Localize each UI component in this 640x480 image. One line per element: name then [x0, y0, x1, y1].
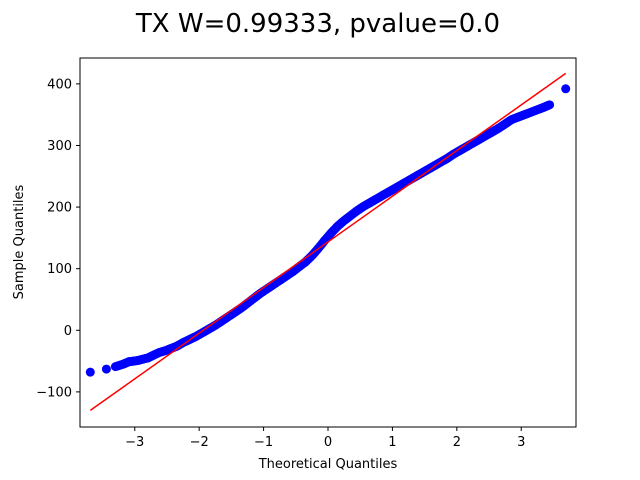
data-point: [545, 100, 555, 110]
x-tick-label: −1: [254, 435, 273, 450]
x-tick-label: 1: [388, 435, 396, 450]
reference-line-group: [89, 72, 567, 411]
data-point: [85, 367, 95, 377]
x-tick-label: −3: [125, 435, 144, 450]
y-axis: −100 0 100 200 300 400: [36, 77, 80, 400]
x-axis: −3 −2 −1 0 1 2 3: [125, 427, 525, 450]
chart-title: TX W=0.99333, pvalue=0.0: [135, 9, 500, 39]
y-tick-label: 200: [47, 201, 72, 216]
data-markers: [85, 84, 571, 377]
y-tick-label: 300: [47, 139, 72, 154]
x-tick-label: 0: [324, 435, 332, 450]
x-axis-label: Theoretical Quantiles: [258, 457, 398, 472]
y-tick-label: −100: [36, 385, 72, 400]
y-tick-label: 0: [64, 324, 72, 339]
y-axis-label: Sample Quantiles: [12, 184, 27, 299]
data-point: [101, 364, 111, 374]
reference-line: [89, 72, 567, 411]
y-tick-label: 100: [47, 262, 72, 277]
y-tick-label: 400: [47, 77, 72, 92]
x-tick-label: 3: [517, 435, 525, 450]
x-tick-label: −2: [190, 435, 209, 450]
x-tick-label: 2: [453, 435, 461, 450]
data-point: [561, 84, 571, 94]
